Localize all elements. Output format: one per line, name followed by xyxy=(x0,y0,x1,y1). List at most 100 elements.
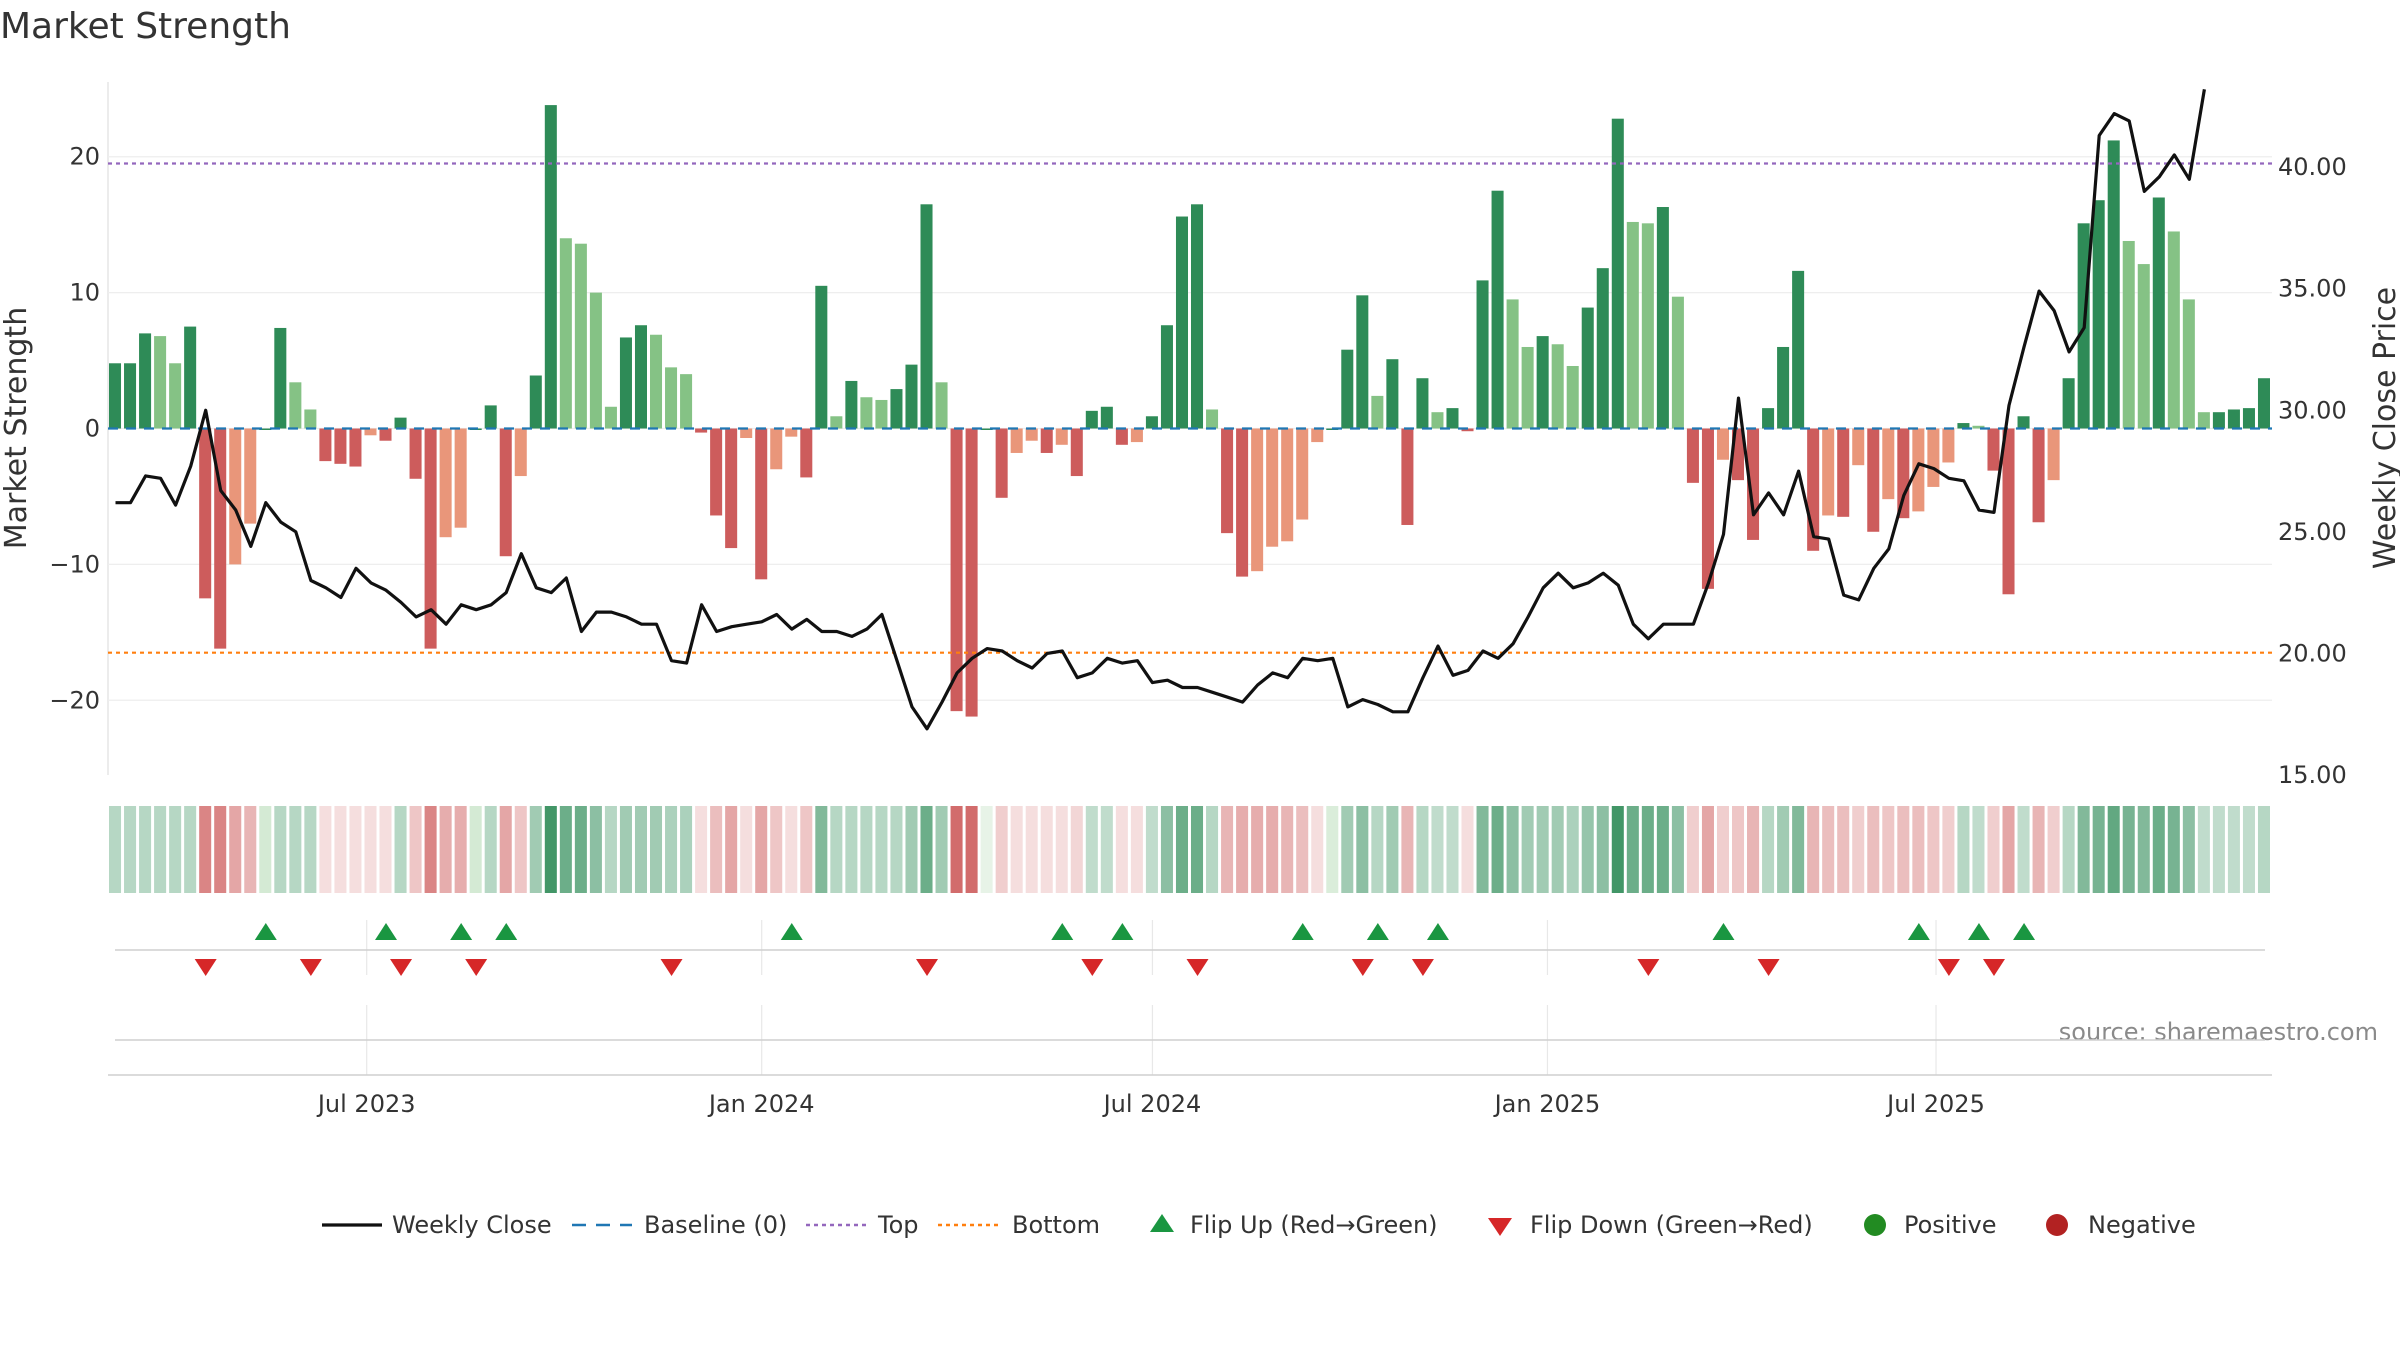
strength-bar xyxy=(2182,299,2195,429)
strength-bar xyxy=(1025,428,1038,441)
regime-cell xyxy=(1626,806,1639,893)
regime-cell xyxy=(710,806,723,893)
regime-cell xyxy=(1416,806,1429,893)
regime-cell xyxy=(1671,806,1684,893)
grid-layer xyxy=(107,82,2272,1076)
regime-cell xyxy=(544,806,557,893)
strength-bar xyxy=(1611,118,1624,429)
legend-label-positive: Positive xyxy=(1904,1211,1997,1239)
strength-bar xyxy=(890,389,903,429)
strength-bar xyxy=(1476,280,1489,429)
legend-label-flip-up: Flip Up (Red→Green) xyxy=(1190,1211,1438,1239)
strength-bar xyxy=(2257,378,2270,429)
regime-cell xyxy=(1236,806,1249,893)
regime-cell xyxy=(379,806,392,893)
regime-cell xyxy=(980,806,993,893)
regime-strip xyxy=(109,806,2270,893)
strength-bar xyxy=(589,292,602,429)
strength-bar xyxy=(1987,428,2000,471)
x-tick-label: Jan 2024 xyxy=(707,1090,815,1118)
flip-up-marker xyxy=(1967,923,1990,940)
legend-label-baseline: Baseline (0) xyxy=(644,1211,787,1239)
regime-cell xyxy=(2212,806,2225,893)
strength-bar xyxy=(965,428,978,717)
regime-cell xyxy=(1341,806,1354,893)
strength-bar xyxy=(2212,412,2225,429)
right-tick-label: 30.00 xyxy=(2278,396,2347,424)
regime-cell xyxy=(1867,806,1880,893)
regime-cell xyxy=(1596,806,1609,893)
regime-cell xyxy=(259,806,272,893)
regime-cell xyxy=(1100,806,1113,893)
strength-bar xyxy=(740,428,753,439)
strength-bar xyxy=(980,428,993,430)
regime-cell xyxy=(1296,806,1309,893)
strength-bar xyxy=(950,428,963,712)
strength-bar xyxy=(1010,428,1023,453)
regime-cell xyxy=(1461,806,1474,893)
regime-cell xyxy=(2197,806,2210,893)
strength-bar xyxy=(454,428,467,528)
regime-cell xyxy=(349,806,362,893)
regime-cell xyxy=(2137,806,2150,893)
regime-cell xyxy=(2092,806,2105,893)
regime-cell xyxy=(1386,806,1399,893)
regime-cell xyxy=(1401,806,1414,893)
strength-bar xyxy=(2137,264,2150,429)
legend-label-bottom: Bottom xyxy=(1012,1211,1100,1239)
strength-bar xyxy=(124,363,137,429)
strength-bar xyxy=(1040,428,1053,453)
flip-up-marker xyxy=(495,923,518,940)
regime-cell xyxy=(1070,806,1083,893)
regime-cell xyxy=(1175,806,1188,893)
regime-cell xyxy=(514,806,527,893)
regime-cell xyxy=(619,806,632,893)
strength-bar xyxy=(199,428,212,599)
regime-cell xyxy=(755,806,768,893)
right-tick-label: 25.00 xyxy=(2278,518,2347,546)
regime-cell xyxy=(589,806,602,893)
regime-cell xyxy=(740,806,753,893)
strength-bar xyxy=(1175,216,1188,429)
regime-cell xyxy=(1551,806,1564,893)
strength-bar xyxy=(1085,410,1098,429)
regime-cell xyxy=(1837,806,1850,893)
regime-cell xyxy=(2047,806,2060,893)
strength-bar xyxy=(169,363,182,429)
regime-cell xyxy=(1476,806,1489,893)
flip-up-marker xyxy=(1111,923,1134,940)
flip-down-marker xyxy=(299,959,322,976)
strength-bar xyxy=(544,105,557,429)
strength-bar xyxy=(2092,200,2105,429)
flip-down-marker xyxy=(1937,959,1960,976)
regime-cell xyxy=(229,806,242,893)
regime-cell xyxy=(1055,806,1068,893)
regime-cell xyxy=(2167,806,2180,893)
strength-bar xyxy=(1281,428,1294,542)
flip-down-marker xyxy=(1757,959,1780,976)
strength-bar xyxy=(1401,428,1414,525)
strength-bar xyxy=(274,327,287,429)
regime-cell xyxy=(1506,806,1519,893)
strength-bar xyxy=(139,333,152,429)
regime-cell xyxy=(695,806,708,893)
flip-down-marker xyxy=(465,959,488,976)
regime-cell xyxy=(2182,806,2195,893)
regime-cell xyxy=(1356,806,1369,893)
regime-cell xyxy=(319,806,332,893)
flip-down-marker xyxy=(660,959,683,976)
strength-bar xyxy=(995,428,1008,498)
strength-bar xyxy=(1837,428,1850,517)
strength-bar xyxy=(289,382,302,429)
strength-bar xyxy=(710,428,723,516)
regime-cell xyxy=(2002,806,2015,893)
strength-bar xyxy=(905,364,918,429)
regime-cell xyxy=(1822,806,1835,893)
regime-cell xyxy=(1686,806,1699,893)
regime-cell xyxy=(2242,806,2255,893)
strength-bar xyxy=(935,382,948,429)
strength-bar xyxy=(439,428,452,538)
regime-cell xyxy=(725,806,738,893)
